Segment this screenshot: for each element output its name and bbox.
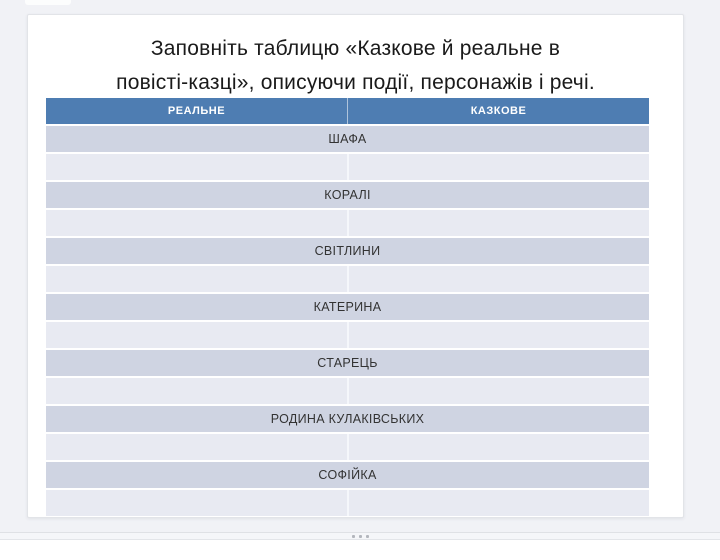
table-row: КАТЕРИНА <box>46 294 649 320</box>
empty-cell-real <box>46 210 349 236</box>
editor-canvas: Заповніть таблицю «Казкове й реальне в п… <box>0 0 720 532</box>
row-label: СОФІЙКА <box>318 468 377 482</box>
slide[interactable]: Заповніть таблицю «Казкове й реальне в п… <box>27 14 684 518</box>
table-row <box>46 378 649 404</box>
table-row: КОРАЛІ <box>46 182 649 208</box>
table-header-row: РЕАЛЬНЕ КАЗКОВЕ <box>46 98 649 124</box>
table-row <box>46 154 649 180</box>
table-row <box>46 434 649 460</box>
table-row: ШАФА <box>46 126 649 152</box>
table-row: СТАРЕЦЬ <box>46 350 649 376</box>
table-row: РОДИНА КУЛАКІВСЬКИХ <box>46 406 649 432</box>
table-row: СВІТЛИНИ <box>46 238 649 264</box>
empty-cell-real <box>46 322 349 348</box>
table-row <box>46 210 649 236</box>
table-row: СОФІЙКА <box>46 462 649 488</box>
empty-cell-real <box>46 434 349 460</box>
drag-handle-icon[interactable] <box>351 534 369 538</box>
empty-cell-fairy <box>349 154 650 180</box>
fairy-vs-real-table: РЕАЛЬНЕ КАЗКОВЕ ШАФА КОРАЛІ СВІТЛИНИ КАТ… <box>46 98 649 518</box>
empty-cell-fairy <box>349 378 650 404</box>
empty-cell-real <box>46 490 349 516</box>
row-label: РОДИНА КУЛАКІВСЬКИХ <box>270 412 425 426</box>
bottom-panel <box>0 540 720 560</box>
panel-splitter[interactable] <box>0 532 720 540</box>
empty-cell-fairy <box>349 266 650 292</box>
empty-cell-real <box>46 266 349 292</box>
empty-cell-fairy <box>349 490 650 516</box>
table-row <box>46 266 649 292</box>
row-label: КОРАЛІ <box>324 188 371 202</box>
empty-cell-real <box>46 378 349 404</box>
top-notch <box>25 0 71 5</box>
table-row <box>46 490 649 516</box>
slide-title: Заповніть таблицю «Казкове й реальне в п… <box>28 32 683 100</box>
empty-cell-real <box>46 154 349 180</box>
empty-cell-fairy <box>349 322 650 348</box>
row-label: СВІТЛИНИ <box>314 244 381 258</box>
row-label: СТАРЕЦЬ <box>317 356 378 370</box>
table-header-real: РЕАЛЬНЕ <box>46 98 348 124</box>
table-header-fairy: КАЗКОВЕ <box>470 105 527 117</box>
slide-title-line: повісті-казці», описуючи події, персонаж… <box>116 71 595 94</box>
empty-cell-fairy <box>349 434 650 460</box>
slide-title-line: Заповніть таблицю «Казкове й реальне в <box>150 37 561 60</box>
row-label: КАТЕРИНА <box>313 300 382 314</box>
empty-cell-fairy <box>349 210 650 236</box>
row-label: ШАФА <box>328 132 367 146</box>
table-row <box>46 322 649 348</box>
